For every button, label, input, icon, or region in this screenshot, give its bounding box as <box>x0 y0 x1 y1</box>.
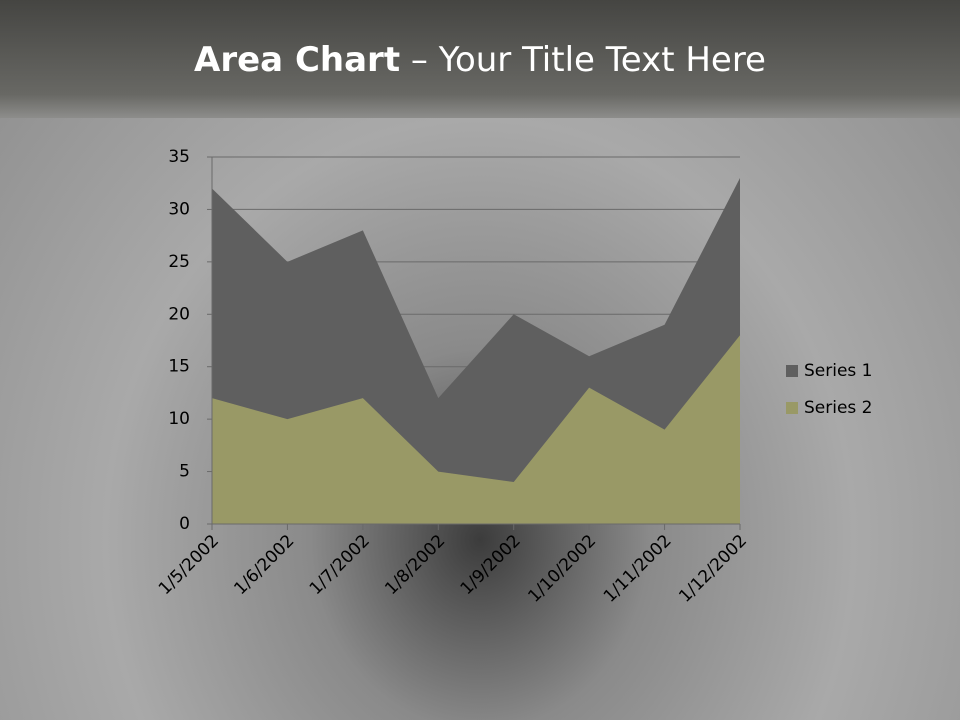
x-tick-label: 1/9/2002 <box>457 531 525 599</box>
legend-swatch <box>786 365 798 377</box>
legend-label: Series 1 <box>804 361 873 381</box>
x-tick-label: 1/11/2002 <box>600 531 676 607</box>
y-tick-label: 10 <box>168 409 190 429</box>
area <box>212 335 740 524</box>
x-tick-label: 1/7/2002 <box>306 531 374 599</box>
y-tick-label: 15 <box>168 357 190 377</box>
y-tick-label: 20 <box>168 304 190 324</box>
y-tick-label: 0 <box>179 514 190 534</box>
x-tick-label: 1/5/2002 <box>155 531 223 599</box>
x-tick-label: 1/12/2002 <box>675 531 751 607</box>
legend-label: Series 2 <box>804 398 873 418</box>
header-band <box>0 0 960 118</box>
title-bold: Area Chart <box>194 40 401 80</box>
y-tick-label: 35 <box>168 147 190 167</box>
title-rest: – Your Title Text Here <box>410 40 766 80</box>
x-tick-label: 1/10/2002 <box>524 531 600 607</box>
slide-title: Area Chart – Your Title Text Here <box>0 40 960 80</box>
x-tick-label: 1/8/2002 <box>381 531 449 599</box>
y-tick-label: 30 <box>168 199 190 219</box>
y-tick-label: 5 <box>179 462 190 482</box>
legend-swatch <box>786 402 798 414</box>
y-tick-label: 25 <box>168 252 190 272</box>
x-tick-label: 1/6/2002 <box>230 531 298 599</box>
